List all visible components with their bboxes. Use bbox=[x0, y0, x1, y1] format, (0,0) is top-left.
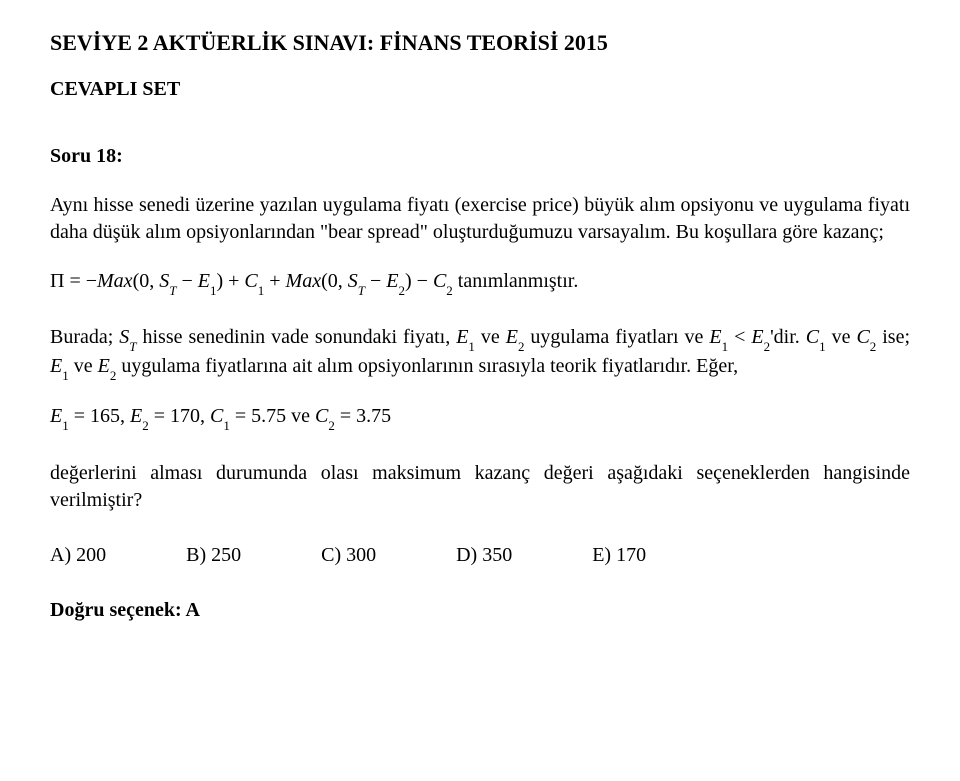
p2-E2bsub: 2 bbox=[764, 339, 771, 354]
option-d: D) 350 bbox=[456, 542, 512, 569]
p2-E1bsub: 1 bbox=[722, 339, 729, 354]
eq2-c2val: = 3.75 bbox=[340, 405, 391, 427]
p2-E2sub: 2 bbox=[518, 339, 525, 354]
p2a: Burada; bbox=[50, 326, 119, 348]
eq-E1: E bbox=[198, 270, 210, 292]
eq-minus2: − bbox=[365, 270, 386, 292]
eq-C1: C bbox=[244, 270, 257, 292]
p2-E2b: E bbox=[751, 326, 763, 348]
correct-answer: Doğru seçenek: A bbox=[50, 597, 910, 624]
eq-E1sub: 1 bbox=[210, 283, 217, 298]
option-c: C) 300 bbox=[321, 542, 376, 569]
option-b: B) 250 bbox=[186, 542, 241, 569]
paragraph-3: değerlerini alması durumunda olası maksi… bbox=[50, 460, 910, 514]
eq-plus2: + bbox=[264, 270, 285, 292]
eq2-C1: C bbox=[210, 405, 223, 427]
equation-2: E1 = 165, E2 = 170, C1 = 5.75 ve C2 = 3.… bbox=[50, 403, 910, 432]
p2-ST: S bbox=[119, 326, 129, 348]
eq-T2: T bbox=[358, 283, 365, 298]
eq2-comma1: , bbox=[120, 405, 130, 427]
eq2-E1: E bbox=[50, 405, 62, 427]
p2c-1: ve bbox=[475, 326, 506, 348]
eq-rp2: ) bbox=[405, 270, 412, 292]
p2c-2: ve bbox=[826, 326, 857, 348]
eq-E2sub: 2 bbox=[399, 283, 406, 298]
p2-C1: C bbox=[806, 326, 819, 348]
eq2-comma2: , bbox=[200, 405, 210, 427]
eq-tail: tanımlanmıştır. bbox=[453, 270, 579, 292]
page-title: SEVİYE 2 AKTÜERLİK SINAVI: FİNANS TEORİS… bbox=[50, 28, 910, 58]
eq-C2: C bbox=[433, 270, 446, 292]
p2d: uygulama fiyatları ve bbox=[524, 326, 709, 348]
p2-Tsub: T bbox=[129, 339, 136, 354]
p2-E2csub: 2 bbox=[110, 368, 117, 383]
page-subtitle: CEVAPLI SET bbox=[50, 76, 910, 103]
p2c-3: ve bbox=[69, 355, 98, 377]
equation-1: Π = −Max(0, ST − E1) + C1 + Max(0, ST − … bbox=[50, 268, 910, 297]
p2-E1b: E bbox=[709, 326, 721, 348]
eq-C2sub: 2 bbox=[446, 283, 453, 298]
eq-minus3: − bbox=[412, 270, 433, 292]
eq2-C1sub: 1 bbox=[223, 418, 230, 433]
eq2-e2val: = 170 bbox=[154, 405, 200, 427]
eq-arg1-open: (0, bbox=[133, 270, 160, 292]
eq-max2: Max bbox=[286, 270, 322, 292]
p2f: ise; bbox=[876, 326, 910, 348]
p2-C1sub: 1 bbox=[819, 339, 826, 354]
eq2-E1sub: 1 bbox=[62, 418, 69, 433]
eq-S2: S bbox=[348, 270, 358, 292]
p2-E1: E bbox=[456, 326, 468, 348]
options-row: A) 200 B) 250 C) 300 D) 350 E) 170 bbox=[50, 542, 910, 569]
p2b: hisse senedinin vade sonundaki fiyatı, bbox=[137, 326, 457, 348]
eq2-ve: ve bbox=[286, 405, 315, 427]
eq-minus1: − bbox=[176, 270, 197, 292]
p2e: 'dir. bbox=[770, 326, 806, 348]
p2-lt: < bbox=[728, 326, 751, 348]
p2-C2: C bbox=[856, 326, 869, 348]
eq2-c1val: = 5.75 bbox=[235, 405, 286, 427]
paragraph-1: Aynı hisse senedi üzerine yazılan uygula… bbox=[50, 192, 910, 246]
eq2-C2sub: 2 bbox=[328, 418, 335, 433]
option-a: A) 200 bbox=[50, 542, 106, 569]
question-label: Soru 18: bbox=[50, 143, 910, 170]
p2-E1sub: 1 bbox=[468, 339, 475, 354]
option-e: E) 170 bbox=[592, 542, 646, 569]
p2-E2: E bbox=[506, 326, 518, 348]
eq-T1: T bbox=[169, 283, 176, 298]
p2-E1csub: 1 bbox=[62, 368, 69, 383]
eq-max1: Max bbox=[97, 270, 133, 292]
eq-arg2-open: (0, bbox=[321, 270, 348, 292]
p2-E1c: E bbox=[50, 355, 62, 377]
eq2-E2sub: 2 bbox=[142, 418, 149, 433]
eq-plus1: + bbox=[223, 270, 244, 292]
eq-lhs: Π = − bbox=[50, 270, 97, 292]
p2-E2c: E bbox=[98, 355, 110, 377]
eq2-C2: C bbox=[315, 405, 328, 427]
eq2-E2: E bbox=[130, 405, 142, 427]
eq-E2: E bbox=[386, 270, 398, 292]
eq-C1sub: 1 bbox=[258, 283, 265, 298]
eq2-e1val: = 165 bbox=[74, 405, 120, 427]
p2-C2sub: 2 bbox=[870, 339, 877, 354]
paragraph-2: Burada; ST hisse senedinin vade sonundak… bbox=[50, 324, 910, 381]
eq-S1: S bbox=[159, 270, 169, 292]
p2g: uygulama fiyatlarına ait alım opsiyonlar… bbox=[116, 355, 738, 377]
